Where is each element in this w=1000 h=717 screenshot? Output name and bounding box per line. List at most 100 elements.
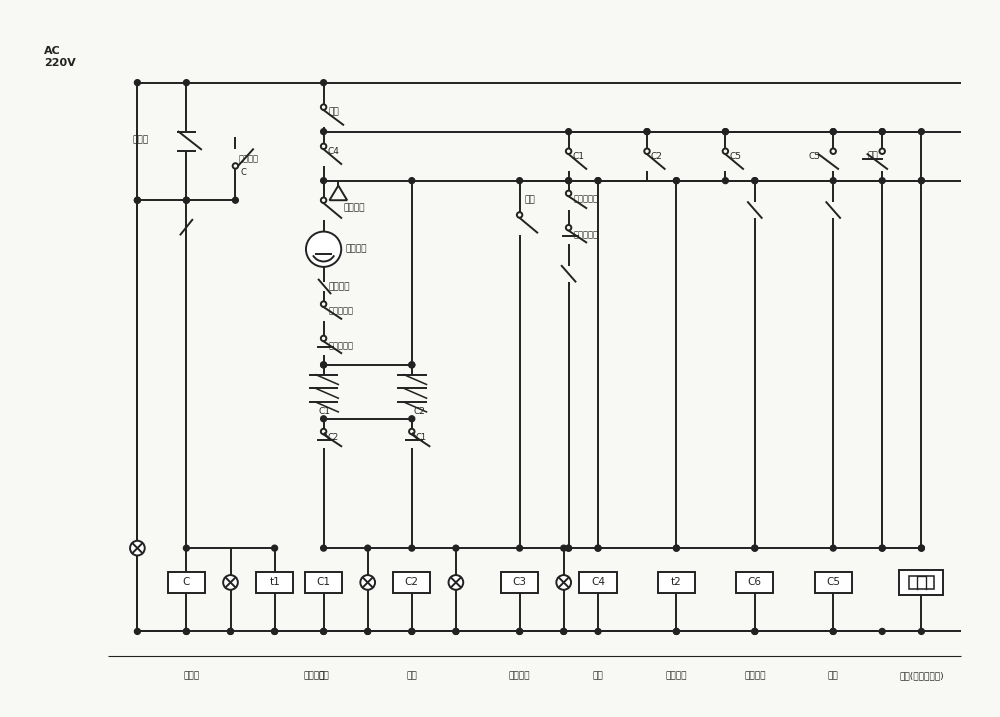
Circle shape xyxy=(232,197,238,203)
Circle shape xyxy=(365,629,371,635)
Circle shape xyxy=(321,629,327,635)
Circle shape xyxy=(566,178,572,184)
Circle shape xyxy=(321,362,327,368)
Circle shape xyxy=(879,178,885,184)
Text: 上升: 上升 xyxy=(828,671,839,680)
Text: 过流保护: 过流保护 xyxy=(328,282,350,291)
Circle shape xyxy=(595,178,601,184)
Circle shape xyxy=(830,629,836,635)
Circle shape xyxy=(566,178,572,184)
Circle shape xyxy=(517,178,523,184)
Text: C1: C1 xyxy=(319,407,331,417)
Circle shape xyxy=(879,128,885,135)
Circle shape xyxy=(272,545,278,551)
Circle shape xyxy=(134,197,140,203)
Circle shape xyxy=(409,416,415,422)
Text: 总停: 总停 xyxy=(328,108,339,117)
Circle shape xyxy=(183,629,189,635)
Circle shape xyxy=(830,545,836,551)
Circle shape xyxy=(879,148,885,154)
Circle shape xyxy=(918,629,924,635)
Circle shape xyxy=(673,178,679,184)
Text: 高热: 高热 xyxy=(406,671,417,680)
Circle shape xyxy=(453,629,459,635)
Circle shape xyxy=(272,629,278,635)
Text: C2: C2 xyxy=(651,151,663,161)
Circle shape xyxy=(722,128,728,135)
Circle shape xyxy=(644,128,650,135)
Text: 下降时断开: 下降时断开 xyxy=(574,230,598,239)
Circle shape xyxy=(453,629,459,635)
Circle shape xyxy=(228,629,233,635)
Text: C5: C5 xyxy=(809,151,821,161)
Circle shape xyxy=(879,545,885,551)
Text: AC
220V: AC 220V xyxy=(44,47,76,68)
Text: 顺序保护: 顺序保护 xyxy=(744,671,766,680)
Circle shape xyxy=(595,545,601,551)
FancyBboxPatch shape xyxy=(736,571,773,593)
Text: t1: t1 xyxy=(269,577,280,587)
Circle shape xyxy=(134,197,140,203)
Text: 总电源: 总电源 xyxy=(183,671,199,680)
Circle shape xyxy=(752,545,758,551)
Circle shape xyxy=(321,178,327,184)
FancyBboxPatch shape xyxy=(658,571,695,593)
Text: C1: C1 xyxy=(317,577,331,587)
Circle shape xyxy=(879,128,885,135)
Circle shape xyxy=(595,545,601,551)
Circle shape xyxy=(918,178,924,184)
Circle shape xyxy=(830,128,836,135)
Circle shape xyxy=(830,148,836,154)
FancyBboxPatch shape xyxy=(579,571,617,593)
Circle shape xyxy=(566,128,572,135)
Text: 旋转: 旋转 xyxy=(593,671,603,680)
Circle shape xyxy=(321,128,327,135)
Text: 风压限位: 风压限位 xyxy=(238,155,258,163)
Circle shape xyxy=(673,545,679,551)
Circle shape xyxy=(321,105,326,110)
Circle shape xyxy=(673,629,679,635)
Text: C2: C2 xyxy=(328,433,339,442)
Text: t2: t2 xyxy=(671,577,682,587)
Text: 旋转时间: 旋转时间 xyxy=(666,671,687,680)
Circle shape xyxy=(918,545,924,551)
Circle shape xyxy=(365,545,371,551)
Circle shape xyxy=(409,178,415,184)
Circle shape xyxy=(879,545,885,551)
Circle shape xyxy=(321,143,326,149)
FancyBboxPatch shape xyxy=(256,571,293,593)
Circle shape xyxy=(449,575,463,590)
Circle shape xyxy=(409,362,415,368)
Text: 下降(电磁铁线圈): 下降(电磁铁线圈) xyxy=(899,671,944,680)
Circle shape xyxy=(723,148,728,154)
Text: 延时保护: 延时保护 xyxy=(345,244,367,254)
Text: 限位: 限位 xyxy=(868,151,878,161)
Circle shape xyxy=(453,545,459,551)
Circle shape xyxy=(595,178,601,184)
FancyBboxPatch shape xyxy=(909,576,934,589)
Circle shape xyxy=(673,545,679,551)
Text: 遥控: 遥控 xyxy=(524,196,535,205)
Circle shape xyxy=(183,629,189,635)
Circle shape xyxy=(183,545,189,551)
Circle shape xyxy=(918,128,924,135)
Circle shape xyxy=(830,629,836,635)
Circle shape xyxy=(183,197,189,203)
Circle shape xyxy=(409,629,415,635)
Circle shape xyxy=(321,429,326,435)
Circle shape xyxy=(918,545,924,551)
Text: C2: C2 xyxy=(414,407,426,417)
Circle shape xyxy=(722,128,728,135)
Text: 兑水报警: 兑水报警 xyxy=(343,204,365,212)
Circle shape xyxy=(183,80,189,85)
Text: C1: C1 xyxy=(416,433,427,442)
Circle shape xyxy=(130,541,145,556)
Text: C1: C1 xyxy=(573,151,585,161)
Circle shape xyxy=(134,629,140,635)
Circle shape xyxy=(409,429,415,435)
Text: 上升时接通: 上升时接通 xyxy=(328,306,354,315)
Circle shape xyxy=(517,629,523,635)
Circle shape xyxy=(306,232,341,267)
Text: C2: C2 xyxy=(405,577,419,587)
Circle shape xyxy=(360,575,375,590)
